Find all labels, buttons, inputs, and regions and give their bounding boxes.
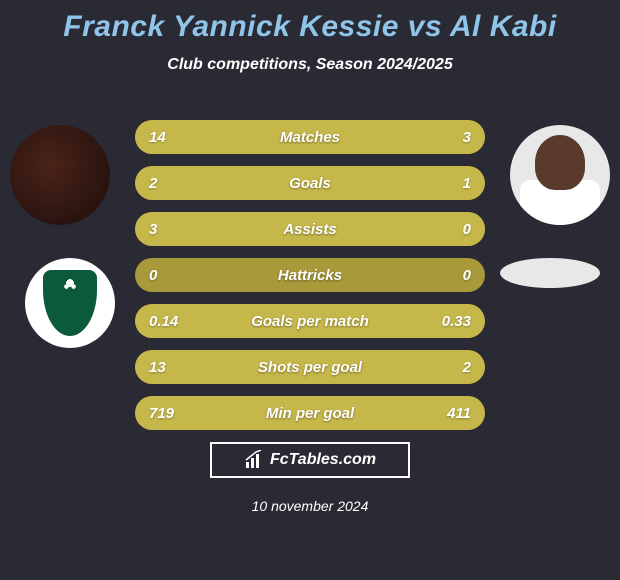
- generated-date: 10 november 2024: [0, 498, 620, 514]
- stat-value-right: 1: [463, 175, 471, 192]
- stat-row: 3 Assists 0: [135, 212, 485, 246]
- stat-value-right: 2: [463, 359, 471, 376]
- player-left-avatar: [10, 125, 110, 225]
- stat-label: Hattricks: [135, 267, 485, 284]
- comparison-title: Franck Yannick Kessie vs Al Kabi: [0, 0, 620, 44]
- stat-label: Goals per match: [135, 313, 485, 330]
- stat-row: 719 Min per goal 411: [135, 396, 485, 430]
- stat-row: 2 Goals 1: [135, 166, 485, 200]
- comparison-subtitle: Club competitions, Season 2024/2025: [0, 56, 620, 74]
- brand-logo-icon: [244, 450, 264, 470]
- stat-label: Min per goal: [135, 405, 485, 422]
- stat-label: Assists: [135, 221, 485, 238]
- stat-value-right: 3: [463, 129, 471, 146]
- brand-text: FcTables.com: [270, 451, 376, 469]
- brand-badge[interactable]: FcTables.com: [210, 442, 410, 478]
- club-left-badge: [25, 258, 115, 348]
- stat-row: 13 Shots per goal 2: [135, 350, 485, 384]
- stat-value-right: 0: [463, 267, 471, 284]
- stat-value-right: 411: [447, 405, 471, 422]
- stat-row: 0 Hattricks 0: [135, 258, 485, 292]
- stat-label: Goals: [135, 175, 485, 192]
- stat-row: 14 Matches 3: [135, 120, 485, 154]
- club-right-badge: [500, 258, 600, 288]
- stat-label: Matches: [135, 129, 485, 146]
- stat-value-right: 0.33: [442, 313, 471, 330]
- stat-row: 0.14 Goals per match 0.33: [135, 304, 485, 338]
- stat-value-right: 0: [463, 221, 471, 238]
- player-right-avatar: [510, 125, 610, 225]
- stats-container: 14 Matches 3 2 Goals 1 3 Assists 0 0 Hat…: [135, 120, 485, 442]
- stat-label: Shots per goal: [135, 359, 485, 376]
